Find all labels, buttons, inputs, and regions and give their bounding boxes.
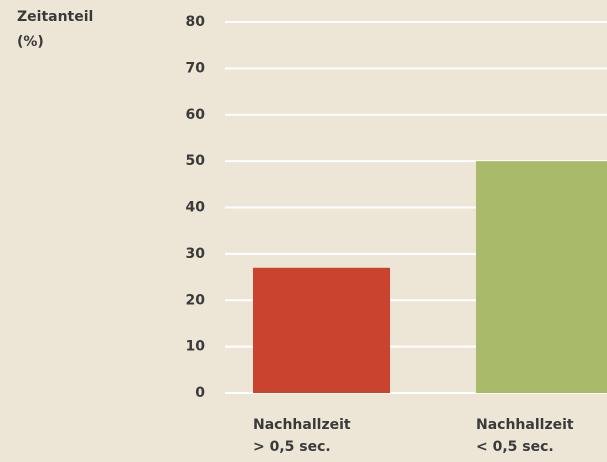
x-tick-label: Nachhallzeit bbox=[253, 417, 351, 433]
bar bbox=[253, 267, 390, 393]
y-tick-label: 40 bbox=[186, 200, 206, 216]
y-tick-label: 30 bbox=[186, 246, 206, 262]
y-tick-label: 0 bbox=[195, 385, 205, 401]
bar bbox=[476, 161, 607, 393]
y-tick-label: 20 bbox=[186, 292, 206, 308]
y-tick-label: 60 bbox=[186, 107, 206, 123]
y-axis-label: (%) bbox=[17, 34, 44, 50]
y-tick-label: 10 bbox=[186, 339, 206, 355]
x-tick-label: > 0,5 sec. bbox=[253, 439, 331, 455]
y-tick-label: 70 bbox=[186, 60, 206, 76]
y-axis-label: Zeitanteil bbox=[17, 9, 93, 25]
y-tick-label: 50 bbox=[186, 153, 206, 169]
x-tick-label: Nachhallzeit bbox=[476, 417, 574, 433]
x-tick-label: < 0,5 sec. bbox=[476, 439, 554, 455]
y-tick-label: 80 bbox=[186, 14, 206, 30]
